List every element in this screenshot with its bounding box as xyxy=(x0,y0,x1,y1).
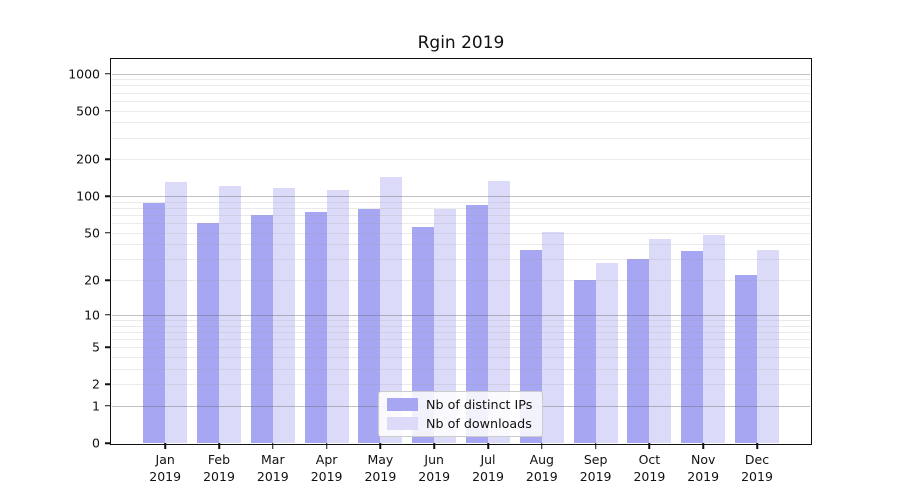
y-tick-label: 1 xyxy=(92,398,100,414)
y-tick-mark xyxy=(104,109,111,112)
y-tick-label: 0 xyxy=(92,435,100,451)
gridline xyxy=(112,73,810,75)
x-tick-mark xyxy=(325,443,328,449)
y-tick-label: 100 xyxy=(76,188,100,204)
x-tick-label: Jun 2019 xyxy=(418,452,451,484)
y-tick-mark xyxy=(104,195,111,197)
bar xyxy=(627,259,650,443)
bar xyxy=(735,275,757,443)
legend-swatch xyxy=(387,398,418,411)
bar xyxy=(250,215,273,443)
x-tick-mark xyxy=(272,443,274,449)
gridline xyxy=(112,201,810,203)
x-tick-label: Jan 2019 xyxy=(149,452,182,484)
y-tick-mark xyxy=(104,279,111,281)
plot-area: 0 1 2 5 10 20 50 100 200 500 1000 Jan 2019 Feb 2019… xyxy=(68,58,812,484)
x-tick-mark xyxy=(218,443,220,449)
y-tick-label: 10 xyxy=(84,307,100,323)
bar xyxy=(595,262,618,443)
x-tick-mark xyxy=(433,443,435,449)
y-tick-mark xyxy=(104,158,111,161)
bar xyxy=(412,226,435,443)
x-tick-label: Oct 2019 xyxy=(633,452,666,484)
y-tick-label: 5 xyxy=(92,339,100,355)
bar xyxy=(681,251,704,443)
x-tick-mark xyxy=(648,443,651,449)
bar xyxy=(703,234,726,443)
bar xyxy=(488,181,510,443)
x-tick-mark xyxy=(541,443,543,449)
y-tick-mark xyxy=(104,314,111,316)
x-tick-mark xyxy=(164,443,166,449)
y-tick-label: 200 xyxy=(76,151,100,167)
x-tick-label: May 2019 xyxy=(364,452,397,484)
x-tick-mark xyxy=(487,443,489,449)
gridline xyxy=(112,137,810,139)
y-tick-label: 2 xyxy=(92,376,100,392)
bar xyxy=(304,212,327,443)
bar xyxy=(649,239,672,443)
x-tick-label: Feb 2019 xyxy=(203,452,235,484)
x-tick-label: Jul 2019 xyxy=(472,452,504,484)
bar xyxy=(197,223,219,443)
chart-title: Rgin 2019 xyxy=(417,33,505,53)
bar xyxy=(380,177,403,443)
gridline xyxy=(112,100,810,102)
y-tick-mark xyxy=(104,442,111,444)
bar xyxy=(466,204,488,443)
y-tick-mark xyxy=(104,383,111,385)
gridline xyxy=(112,85,810,87)
bar xyxy=(272,188,295,443)
bar xyxy=(143,202,166,443)
x-tick-label: Mar 2019 xyxy=(256,452,289,484)
y-tick-label: 20 xyxy=(84,272,100,288)
x-tick-mark xyxy=(756,443,758,449)
gridline xyxy=(112,159,810,161)
x-tick-mark xyxy=(594,443,597,449)
bar xyxy=(326,190,349,443)
bar xyxy=(573,280,596,443)
x-tick-mark xyxy=(379,443,382,449)
bar xyxy=(434,208,457,443)
gridline xyxy=(112,122,810,124)
bar xyxy=(757,249,779,443)
x-tick-mark xyxy=(702,443,704,449)
legend-item: Nb of distinct IPs xyxy=(387,397,532,412)
x-tick-label: Dec 2019 xyxy=(741,452,773,484)
y-tick-label: 50 xyxy=(84,225,100,241)
y-tick-label: 1000 xyxy=(68,66,100,81)
y-tick-mark xyxy=(104,405,111,407)
y-tick-mark xyxy=(104,346,111,348)
bar xyxy=(165,182,188,443)
legend-item: Nb of downloads xyxy=(387,416,532,431)
y-tick-mark xyxy=(104,231,111,234)
bar xyxy=(541,231,564,443)
legend: Nb of distinct IPs Nb of downloads xyxy=(378,391,544,437)
bar xyxy=(358,209,381,443)
bar xyxy=(219,186,241,443)
gridline xyxy=(112,92,810,94)
legend-swatch xyxy=(387,417,418,430)
gridline xyxy=(112,79,810,81)
legend-label: Nb of downloads xyxy=(426,416,532,431)
gridline xyxy=(112,196,810,198)
legend-label: Nb of distinct IPs xyxy=(426,397,533,412)
x-tick-label: Sep 2019 xyxy=(579,452,612,484)
gridline xyxy=(112,208,810,209)
x-tick-label: Aug 2019 xyxy=(525,452,558,484)
x-tick-label: Apr 2019 xyxy=(310,452,343,484)
gridline xyxy=(112,215,810,216)
gridline xyxy=(112,110,810,112)
y-tick-label: 500 xyxy=(76,103,100,118)
y-tick-mark xyxy=(104,72,111,75)
x-tick-label: Nov 2019 xyxy=(687,452,720,484)
